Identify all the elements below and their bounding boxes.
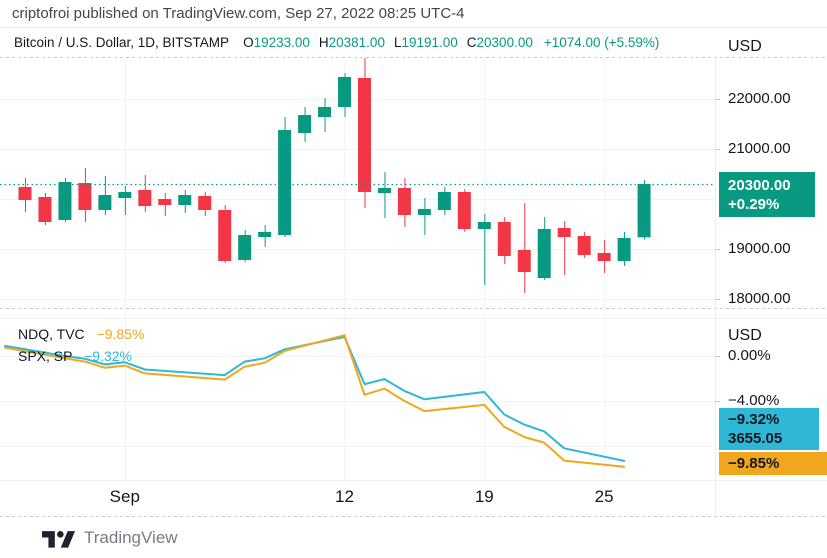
pct-tick-label: 0.00% <box>728 347 771 364</box>
ohlc-open: O19233.00 <box>243 34 310 50</box>
time-axis-label: Sep <box>109 487 140 506</box>
last-price-change: +0.29% <box>728 195 780 213</box>
legend-spx-name: SPX, SP <box>18 348 73 364</box>
ndq-badge-pct: −9.85% <box>728 455 780 472</box>
price-tick-label: 21000.00 <box>728 140 791 157</box>
gridlines <box>0 58 715 480</box>
time-axis-label: 19 <box>474 487 494 506</box>
spx-badge-price: 3655.05 <box>728 430 783 447</box>
pct-tick-label: −4.00% <box>728 392 780 409</box>
legend-ndq-value: −9.85% <box>96 326 145 342</box>
spx-badge-pct: −9.32% <box>728 411 780 428</box>
ndq-badge: −9.85% <box>719 452 827 475</box>
publish-text: criptofroi published on TradingView.com,… <box>12 5 465 22</box>
spx-badge: −9.32% 3655.05 <box>719 408 819 450</box>
price-scale-unit: USD <box>728 38 762 55</box>
pane-borders <box>0 57 827 517</box>
symbol-change: +1074.00 (+5.59%) <box>543 34 660 50</box>
symbol-title: Bitcoin / U.S. Dollar, 1D, BITSTAMP <box>14 34 230 50</box>
price-tick-label: 19000.00 <box>728 240 791 257</box>
ohlc-low: L19191.00 <box>393 34 458 50</box>
tradingview-logo-icon[interactable] <box>42 527 75 548</box>
legend-item-spx[interactable]: SPX, SP −9.32% <box>18 348 132 364</box>
time-axis-label: 25 <box>594 487 614 506</box>
candlestick-series <box>18 58 651 293</box>
publish-bar: criptofroi published on TradingView.com,… <box>0 0 827 28</box>
time-axis-label: 12 <box>335 487 354 506</box>
price-tick-label: 22000.00 <box>728 90 791 107</box>
tradingview-brand-text[interactable]: TradingView <box>84 528 178 547</box>
legend-item-ndq[interactable]: NDQ, TVC −9.85% <box>18 326 144 342</box>
legend-ndq-name: NDQ, TVC <box>18 326 85 342</box>
symbol-header: Bitcoin / U.S. Dollar, 1D, BITSTAMP O192… <box>14 31 659 53</box>
last-price-badge: 20300.00 +0.29% <box>719 172 815 217</box>
price-tick-label: 18000.00 <box>728 290 791 307</box>
ndq-compare-line <box>4 334 626 468</box>
ohlc-close: C20300.00 <box>466 34 533 50</box>
legend-spx-value: −9.32% <box>84 348 132 364</box>
ohlc-high: H20381.00 <box>318 34 385 50</box>
last-price-value: 20300.00 <box>728 176 791 194</box>
pct-scale-unit: USD <box>728 327 762 344</box>
